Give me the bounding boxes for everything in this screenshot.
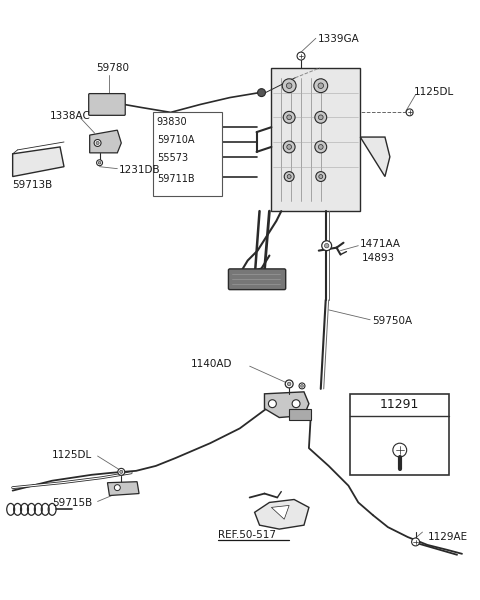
Text: 1339GA: 1339GA [318,34,360,44]
Circle shape [96,160,103,166]
Circle shape [315,141,327,153]
Circle shape [297,52,305,60]
Circle shape [393,443,407,457]
Circle shape [322,241,332,251]
Circle shape [96,142,99,145]
Bar [350,394,449,475]
Text: 59780: 59780 [96,63,130,73]
Polygon shape [360,137,390,176]
Circle shape [315,112,327,123]
Circle shape [283,141,295,153]
Circle shape [300,385,303,387]
Polygon shape [108,482,139,496]
Circle shape [282,79,296,92]
Text: 1125DL: 1125DL [414,86,454,97]
Text: 1471AA: 1471AA [360,239,401,249]
Circle shape [287,145,291,149]
Bar [289,409,311,421]
Circle shape [283,112,295,123]
Text: 59750A: 59750A [372,316,412,326]
Text: 1129AE: 1129AE [427,532,468,542]
Circle shape [284,172,294,181]
Polygon shape [254,499,309,529]
Circle shape [316,172,326,181]
Circle shape [406,109,413,116]
Text: 1338AC: 1338AC [50,112,91,121]
Circle shape [114,485,120,491]
Text: 59711B: 59711B [157,173,194,184]
Circle shape [412,538,420,546]
Circle shape [292,400,300,407]
Circle shape [98,161,101,164]
Circle shape [314,79,328,92]
Circle shape [94,140,101,146]
Circle shape [287,83,292,88]
Text: 59713B: 59713B [12,179,53,190]
Text: 11291: 11291 [380,398,420,411]
Circle shape [288,382,291,386]
Polygon shape [264,392,309,418]
Circle shape [318,145,323,149]
Text: 1140AD: 1140AD [191,359,232,369]
Circle shape [118,469,125,475]
Circle shape [268,400,276,407]
Polygon shape [271,505,289,519]
Circle shape [318,115,323,119]
Bar [153,112,222,196]
Circle shape [318,83,324,88]
Circle shape [319,175,323,179]
Text: 55573: 55573 [157,153,188,163]
Circle shape [299,383,305,389]
Circle shape [120,470,123,473]
Text: 1125DL: 1125DL [52,450,93,460]
Circle shape [285,380,293,388]
Polygon shape [12,147,64,176]
Text: 59710A: 59710A [157,135,194,145]
Circle shape [287,175,291,179]
Circle shape [258,89,265,97]
Text: 14893: 14893 [362,253,396,263]
Bar [271,68,360,211]
Circle shape [324,244,329,248]
Polygon shape [90,130,121,153]
Text: 93830: 93830 [157,118,188,127]
Text: 1231DB: 1231DB [120,165,161,175]
FancyBboxPatch shape [89,94,125,115]
Text: 59715B: 59715B [52,497,93,508]
FancyBboxPatch shape [228,269,286,290]
Text: REF.50-517: REF.50-517 [218,530,276,540]
Circle shape [287,115,291,119]
